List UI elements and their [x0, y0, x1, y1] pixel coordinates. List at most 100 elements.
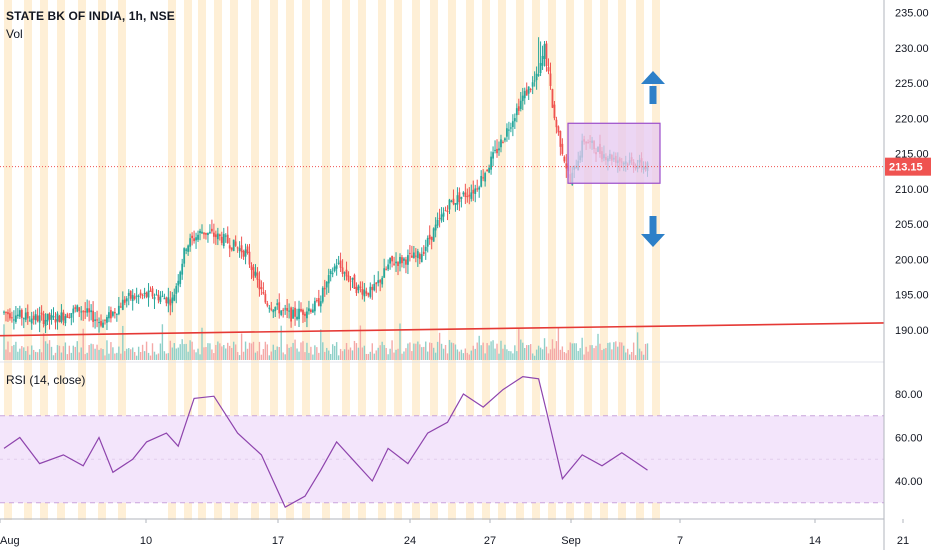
volume-bar — [185, 343, 187, 360]
candle-body — [539, 63, 542, 74]
time-tick-label: Sep — [561, 535, 581, 547]
volume-bar — [46, 343, 49, 360]
volume-bar — [90, 343, 92, 360]
consolidation-box — [567, 122, 661, 184]
candle-body — [88, 308, 91, 313]
candle-body — [517, 106, 520, 111]
candle-body — [40, 312, 43, 315]
candle-body — [224, 235, 227, 237]
volume-bar — [375, 350, 377, 360]
volume-bar — [502, 348, 504, 360]
volume-bar — [367, 353, 370, 360]
candle-body — [409, 252, 411, 254]
up-arrow-icon — [641, 71, 665, 104]
volume-bar — [7, 341, 9, 360]
candle-body — [458, 192, 461, 203]
volume-bar — [177, 347, 179, 360]
volume-bar — [157, 353, 160, 360]
volume-bar — [524, 347, 526, 360]
volume-bar — [199, 354, 201, 360]
candle-body — [151, 288, 154, 297]
volume-bar — [122, 325, 124, 360]
candle-body — [412, 252, 415, 258]
volume-bar — [615, 341, 617, 360]
volume-bar — [476, 342, 478, 360]
candle-body — [434, 224, 437, 231]
candle-body — [454, 203, 457, 206]
candle-body — [321, 287, 324, 302]
candle-body — [329, 270, 332, 274]
price-tick-label: 190.00 — [895, 325, 929, 337]
candle-body — [521, 95, 524, 102]
session-stripe — [482, 0, 490, 520]
candle-body — [256, 272, 259, 280]
candle-body — [557, 126, 560, 133]
time-tick-label: Aug — [0, 535, 20, 547]
candle-body — [323, 287, 326, 290]
candle-body — [167, 297, 170, 304]
candle-body — [70, 313, 73, 318]
arrow-shaft — [649, 86, 657, 104]
time-tick-label: 27 — [484, 535, 496, 547]
volume-bar — [482, 342, 484, 360]
candle-body — [519, 100, 522, 109]
session-stripe — [24, 0, 32, 520]
volume-bar — [589, 345, 591, 360]
price-tick-label: 195.00 — [895, 290, 929, 302]
candle-body — [100, 321, 102, 326]
candle-body — [288, 310, 291, 312]
volume-bar — [609, 342, 611, 360]
candle-body — [133, 296, 136, 299]
candle-body — [482, 177, 485, 179]
volume-bar — [434, 352, 437, 360]
volume-bar — [531, 353, 534, 360]
volume-bar — [254, 352, 257, 360]
session-stripe — [448, 0, 456, 520]
candle-body — [335, 265, 338, 269]
price-tick-label: 230.00 — [895, 43, 929, 55]
volume-bar — [302, 341, 304, 360]
volume-bar — [496, 343, 498, 360]
volume-bar — [533, 355, 536, 360]
volume-bar — [458, 351, 461, 360]
volume-bar — [246, 348, 249, 360]
volume-bar — [68, 345, 71, 360]
candle-body — [119, 306, 122, 308]
volume-bar — [421, 347, 423, 360]
volume-bar — [381, 341, 383, 360]
candle-body — [341, 267, 344, 274]
candle-body — [234, 241, 237, 246]
volume-bar — [379, 345, 381, 360]
candle-body — [315, 300, 318, 302]
price-tick-label: 225.00 — [895, 78, 929, 90]
candle-body — [80, 311, 83, 313]
volume-bar — [545, 346, 548, 360]
candle-body — [480, 175, 483, 187]
candle-body — [525, 89, 528, 96]
candle-body — [121, 299, 124, 310]
candle-body — [502, 142, 504, 144]
candle-body — [555, 119, 558, 128]
session-stripe — [230, 0, 238, 520]
volume-bar — [320, 329, 322, 360]
candle-body — [141, 294, 144, 296]
candle-body — [46, 313, 49, 322]
candle-body — [436, 219, 439, 226]
volume-bar — [84, 354, 86, 360]
volume-bar — [486, 343, 488, 360]
volume-bar — [391, 340, 393, 360]
candle-body — [197, 234, 199, 240]
volume-bar — [551, 339, 554, 360]
rsi-line — [3, 375, 648, 508]
volume-bar — [189, 340, 191, 360]
volume-bar — [442, 348, 445, 360]
candle-body — [357, 285, 360, 291]
candle-body — [563, 156, 566, 162]
candle-body — [527, 86, 530, 94]
candle-body — [496, 148, 498, 154]
candle-body — [64, 316, 67, 324]
price-tick-label: 220.00 — [895, 113, 929, 125]
